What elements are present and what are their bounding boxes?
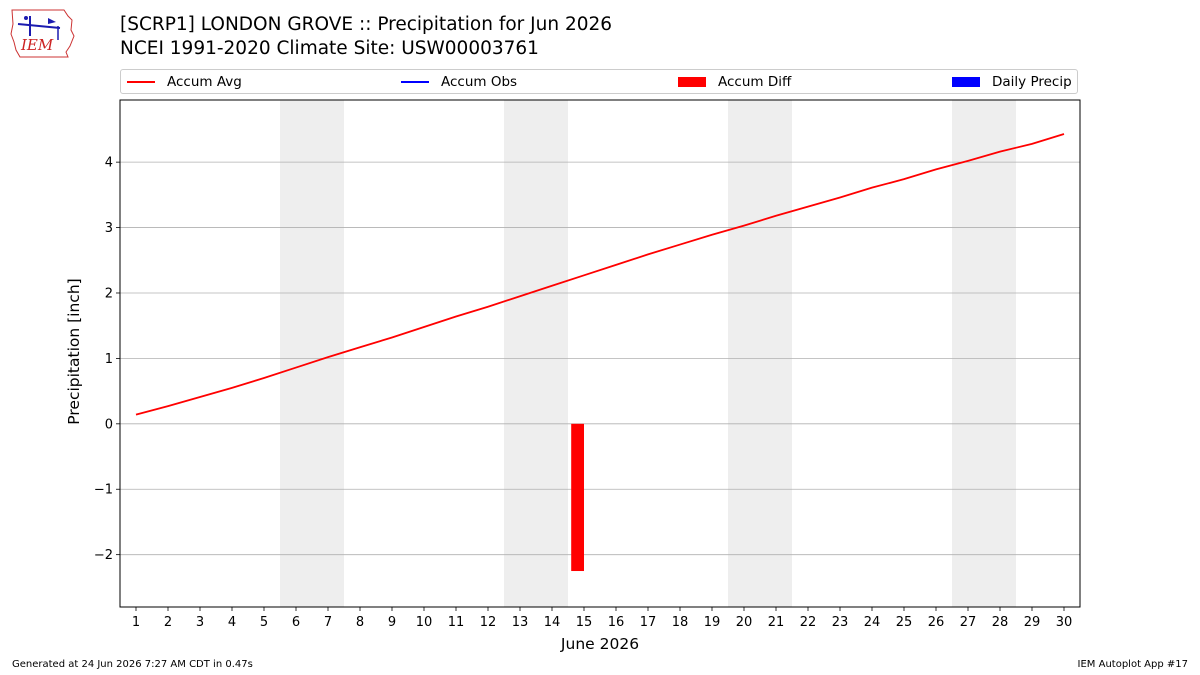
legend-item-accum-avg: Accum Avg — [127, 70, 242, 93]
legend-label-accum-avg: Accum Avg — [167, 73, 242, 90]
footer-app-id: IEM Autoplot App #17 — [1077, 659, 1188, 670]
title-line-1: [SCRP1] LONDON GROVE :: Precipitation fo… — [120, 14, 613, 35]
bar-accum-diff — [571, 423, 584, 572]
logo-text: IEM — [20, 36, 54, 54]
footer-generated: Generated at 24 Jun 2026 7:27 AM CDT in … — [12, 659, 253, 670]
x-tick-label: 23 — [832, 615, 849, 630]
x-tick-label: 6 — [292, 615, 300, 630]
x-tick-label: 14 — [544, 615, 561, 630]
legend-swatch-accum-diff — [678, 76, 706, 87]
iem-logo: IEM — [10, 9, 75, 58]
x-tick-label: 5 — [260, 615, 268, 630]
x-tick-label: 27 — [960, 615, 977, 630]
x-tick-label: 13 — [512, 615, 529, 630]
legend-label-daily-precip: Daily Precip — [992, 73, 1072, 90]
weekend-shade-2 — [728, 100, 792, 607]
legend-swatch-daily-precip — [952, 76, 980, 87]
x-tick-label: 4 — [228, 615, 236, 630]
legend-swatch-accum-obs — [401, 80, 429, 83]
x-tick-label: 30 — [1056, 615, 1073, 630]
y-tick-label: 1 — [105, 352, 113, 367]
x-tick-label: 22 — [800, 615, 817, 630]
x-tick-label: 15 — [576, 615, 593, 630]
x-tick-label: 2 — [164, 615, 172, 630]
y-tick-label: −2 — [94, 548, 113, 563]
x-tick-label: 7 — [324, 615, 332, 630]
x-tick-label: 11 — [448, 615, 465, 630]
legend: Accum Avg Accum Obs Accum Diff Daily Pre… — [120, 69, 1078, 94]
x-tick-label: 10 — [416, 615, 433, 630]
y-axis-label: Precipitation [inch] — [65, 278, 83, 424]
weekend-shade-1 — [504, 100, 568, 607]
x-tick-label: 9 — [388, 615, 396, 630]
x-tick-label: 26 — [928, 615, 945, 630]
y-tick-label: 4 — [105, 156, 113, 171]
x-tick-label: 16 — [608, 615, 625, 630]
y-tick-label: −1 — [94, 483, 113, 498]
x-tick-label: 12 — [480, 615, 497, 630]
legend-item-accum-obs: Accum Obs — [401, 70, 517, 93]
x-tick-label: 29 — [1024, 615, 1041, 630]
x-tick-label: 8 — [356, 615, 364, 630]
y-tick-label: 3 — [105, 221, 113, 236]
legend-label-accum-diff: Accum Diff — [718, 73, 792, 90]
x-tick-label: 28 — [992, 615, 1009, 630]
legend-label-accum-obs: Accum Obs — [441, 73, 518, 90]
x-tick-label: 18 — [672, 615, 689, 630]
chart-title: [SCRP1] LONDON GROVE :: Precipitation fo… — [120, 13, 612, 61]
weekend-shade-0 — [280, 100, 344, 607]
legend-item-accum-diff: Accum Diff — [678, 70, 791, 93]
x-tick-label: 19 — [704, 615, 721, 630]
x-tick-label: 17 — [640, 615, 657, 630]
y-tick-label: 0 — [105, 417, 113, 432]
x-axis-label: June 2026 — [560, 635, 639, 653]
legend-swatch-accum-avg — [127, 80, 155, 83]
legend-item-daily-precip: Daily Precip — [952, 70, 1072, 93]
x-tick-label: 3 — [196, 615, 204, 630]
x-tick-label: 25 — [896, 615, 913, 630]
y-tick-label: 2 — [105, 286, 113, 301]
x-tick-label: 21 — [768, 615, 785, 630]
x-tick-label: 24 — [864, 615, 881, 630]
series-line-accum-avg — [135, 133, 1065, 416]
title-line-2: NCEI 1991-2020 Climate Site: USW00003761 — [120, 38, 539, 59]
plot-frame — [119, 99, 1081, 608]
weekend-shade-3 — [952, 100, 1016, 607]
x-tick-label: 1 — [132, 615, 140, 630]
x-tick-label: 20 — [736, 615, 753, 630]
